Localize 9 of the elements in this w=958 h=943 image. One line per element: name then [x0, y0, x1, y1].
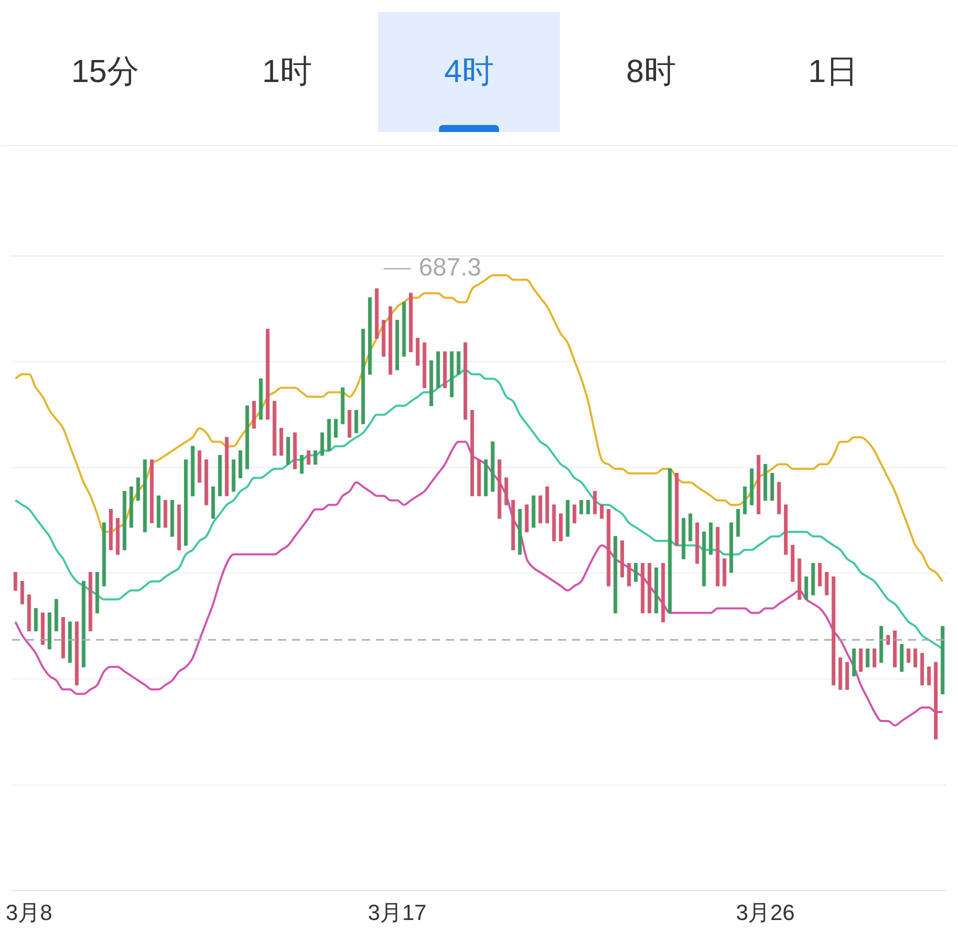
category-label: 8时 [626, 52, 676, 91]
x-tick-label: 3月8 [6, 900, 52, 925]
category-label: 1日 [808, 52, 858, 91]
category-label: 4时 [444, 52, 494, 91]
text: 687.3 [418, 254, 482, 282]
x-tick-label: 3月26 [736, 900, 795, 925]
category-label: 15分 [71, 52, 139, 91]
x-tick-label: 3月17 [368, 900, 427, 925]
category-label: 1时 [262, 52, 312, 91]
